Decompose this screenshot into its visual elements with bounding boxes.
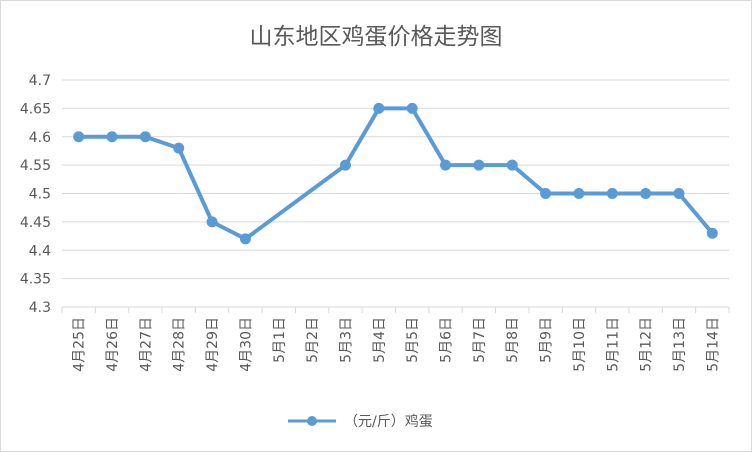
data-point (373, 102, 385, 114)
data-point (106, 131, 118, 143)
x-tick-label: 5月7日 (472, 317, 488, 363)
x-tick-label: 5月4日 (372, 317, 388, 363)
x-tick-label: 5月2日 (305, 317, 321, 363)
chart-title: 山东地区鸡蛋价格走势图 (250, 24, 503, 50)
data-point (339, 159, 351, 171)
data-point (440, 159, 452, 171)
x-tick-label: 5月11日 (605, 317, 621, 372)
x-tick-label: 5月8日 (505, 317, 521, 363)
data-point (673, 188, 685, 199)
data-point (606, 188, 618, 199)
data-point (573, 188, 585, 199)
x-tick-label: 4月26日 (105, 317, 121, 372)
y-axis-ticks: 4.7 4.65 4.6 4.55 4.5 4.45 4.4 4.35 4.3 (20, 73, 51, 316)
data-point (473, 159, 485, 171)
data-point (139, 131, 151, 143)
x-tick-label: 5月13日 (672, 317, 688, 372)
x-axis-ticks: 4月25日 4月26日 4月27日 4月28日 4月29日 4月30日 5月1日 5月2日 5月… (72, 317, 722, 372)
y-tick-label: 4.4 (29, 243, 51, 259)
data-point (206, 216, 218, 228)
legend-series-label: （元/斤）鸡蛋 (344, 413, 433, 430)
series-line (76, 106, 715, 241)
y-tick-label: 4.55 (20, 158, 51, 174)
x-tick-label: 4月25日 (72, 317, 88, 372)
y-tick-label: 4.3 (29, 300, 51, 316)
x-tick-label: 5月1日 (272, 317, 288, 363)
x-tick-label: 5月5日 (405, 317, 421, 363)
gridlines (61, 79, 730, 313)
x-tick-label: 5月14日 (705, 317, 721, 372)
y-tick-label: 4.45 (20, 215, 51, 231)
x-tick-label: 5月6日 (439, 317, 455, 363)
data-point (706, 227, 718, 239)
data-point (540, 188, 552, 199)
x-tick-label: 4月28日 (172, 317, 188, 372)
x-tick-label: 5月10日 (572, 317, 588, 372)
x-tick-label: 4月30日 (238, 317, 254, 372)
y-tick-label: 4.35 (20, 272, 51, 288)
legend-marker-swatch (307, 416, 317, 426)
data-point (506, 159, 518, 171)
x-tick-label: 5月12日 (639, 317, 655, 372)
x-tick-label: 5月9日 (539, 317, 555, 363)
data-point (406, 102, 418, 114)
x-tick-label: 5月3日 (338, 317, 354, 363)
y-tick-label: 4.5 (29, 187, 51, 203)
y-tick-label: 4.65 (20, 101, 51, 117)
data-point (73, 131, 85, 143)
legend: （元/斤）鸡蛋 (288, 413, 433, 430)
data-point (173, 142, 185, 154)
y-tick-label: 4.7 (29, 73, 51, 89)
series-layer (73, 102, 718, 245)
x-tick-label: 4月27日 (138, 317, 154, 372)
data-point (239, 233, 251, 245)
x-tick-label: 4月29日 (205, 317, 221, 372)
data-point (640, 188, 652, 199)
y-tick-label: 4.6 (29, 130, 51, 146)
